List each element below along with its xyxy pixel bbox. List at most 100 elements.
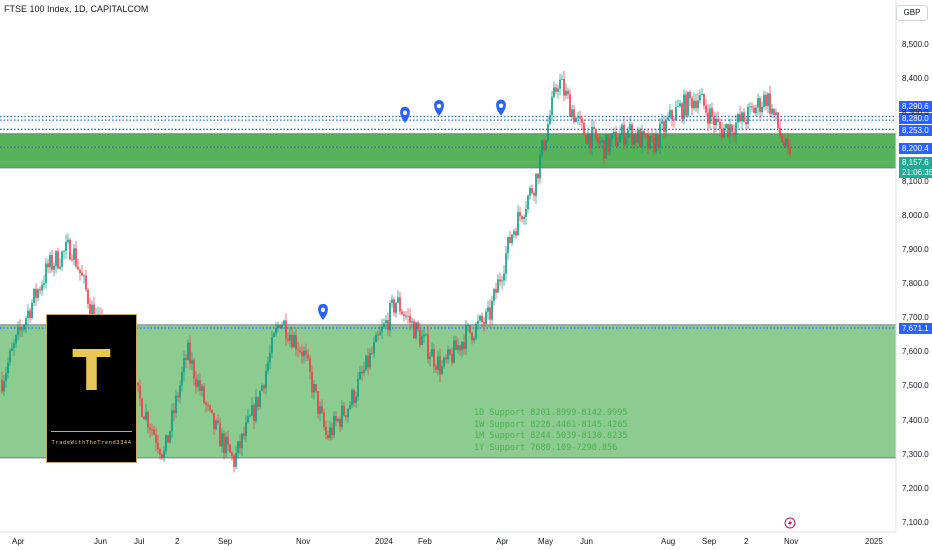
candle-body <box>333 416 335 436</box>
candle-body <box>35 288 37 298</box>
candle-body <box>533 192 535 196</box>
candle-body <box>565 90 567 96</box>
x-tick-label: Jun <box>94 537 107 546</box>
y-tick-label: 8,000.0 <box>902 210 929 220</box>
candle-body <box>243 433 245 436</box>
candle-body <box>173 410 175 414</box>
candle-body <box>619 134 621 143</box>
candle-body <box>407 315 409 317</box>
candle-body <box>273 333 275 337</box>
candle-body <box>649 135 651 149</box>
candle-body <box>233 455 235 467</box>
candle-body <box>319 406 321 414</box>
y-tick-label: 7,500.0 <box>902 381 929 391</box>
candle-body <box>661 121 663 124</box>
candle-body <box>89 304 91 315</box>
candle-body <box>583 122 585 136</box>
candle-body <box>251 405 253 416</box>
candle-body <box>1 379 3 392</box>
y-tick-label: 7,300.0 <box>902 449 929 459</box>
candle-body <box>399 297 401 312</box>
candle-body <box>693 100 695 109</box>
candle-body <box>143 416 145 420</box>
candle-body <box>249 415 251 417</box>
candle-body <box>525 209 527 217</box>
candle-body <box>145 411 147 420</box>
x-tick-label: 2 <box>744 537 749 546</box>
support-1y: 1Y Support 7680.109-7290.856 <box>474 442 618 453</box>
candle-body <box>581 118 583 123</box>
candle-body <box>575 117 577 123</box>
candle-body <box>43 282 45 285</box>
candle-body <box>723 128 725 138</box>
candle-body <box>549 115 551 125</box>
candle-body <box>507 237 509 254</box>
candle-body <box>665 119 667 133</box>
price-tag-label: 8,157.6 <box>899 157 932 168</box>
candle-body <box>203 386 205 403</box>
candle-body <box>529 187 531 196</box>
candle-body <box>435 366 437 370</box>
candle-body <box>25 318 27 326</box>
candle-body <box>667 117 669 120</box>
candle-body <box>265 370 267 389</box>
candle-body <box>455 340 457 350</box>
candle-body <box>151 429 153 431</box>
candle-body <box>691 98 693 109</box>
logo-letter: T <box>72 339 111 404</box>
candle-body <box>373 342 375 354</box>
candle-body <box>331 427 333 436</box>
candle-body <box>513 231 515 235</box>
y-tick-label: 7,100.0 <box>902 518 929 527</box>
candle-body <box>299 350 301 352</box>
candle-body <box>313 384 315 393</box>
candle-body <box>601 140 603 142</box>
candle-body <box>481 315 483 322</box>
candle-body <box>187 342 189 361</box>
price-tag-label: 8,253.0 <box>899 125 932 136</box>
candle-body <box>457 345 459 350</box>
candle-body <box>511 234 513 243</box>
support-1w: 1W Support 8226.4461-8145.4265 <box>474 419 628 430</box>
currency-button[interactable]: GBP <box>896 5 928 21</box>
candle-body <box>139 385 141 399</box>
candle-body <box>291 335 293 348</box>
candle-body <box>303 350 305 357</box>
candle-body <box>371 353 373 354</box>
candles-layer <box>1 70 791 473</box>
candle-body <box>375 334 377 343</box>
candle-body <box>413 321 415 339</box>
candle-body <box>283 320 285 325</box>
candle-body <box>275 327 277 334</box>
candle-body <box>211 409 213 414</box>
x-tick-label: 2025 <box>865 537 883 546</box>
candle-body <box>521 216 523 220</box>
y-tick-label: 8,400.0 <box>902 74 929 84</box>
candle-body <box>323 412 325 428</box>
candle-body <box>241 433 243 449</box>
candle-body <box>51 254 53 270</box>
candle-body <box>683 94 685 119</box>
candle-body <box>355 396 357 403</box>
candle-body <box>685 94 687 116</box>
candle-body <box>207 404 209 406</box>
candle-body <box>427 334 429 360</box>
candle-body <box>81 272 83 276</box>
candle-body <box>495 289 497 293</box>
candle-body <box>277 324 279 328</box>
candle-body <box>345 415 347 418</box>
candle-body <box>741 112 743 122</box>
candle-body <box>519 212 521 217</box>
candle-body <box>715 118 717 126</box>
candle-body <box>555 87 557 92</box>
candle-body <box>171 410 173 432</box>
candle-body <box>531 187 533 193</box>
candle-body <box>559 79 561 89</box>
candle-body <box>401 311 403 315</box>
candle-body <box>169 431 171 443</box>
y-tick-label: 8,500.0 <box>902 40 929 49</box>
candle-body <box>91 304 93 315</box>
candle-body <box>263 385 265 389</box>
candle-body <box>61 251 63 267</box>
